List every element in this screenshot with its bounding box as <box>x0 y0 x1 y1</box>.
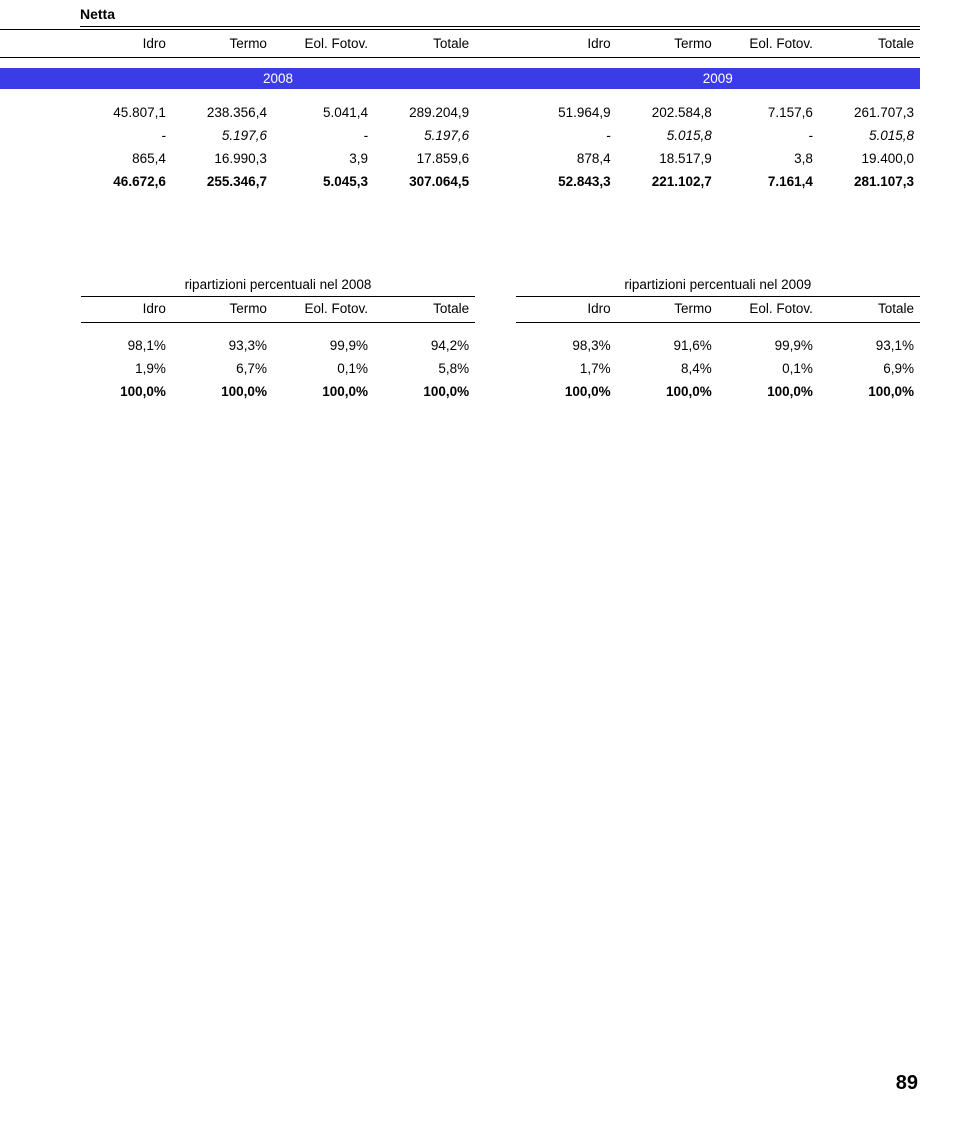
cell: 865,4 <box>81 147 172 170</box>
table-row: 45.807,1238.356,45.041,4289.204,9 51.964,… <box>0 101 920 124</box>
title-underline <box>80 26 920 27</box>
pct-title-right: ripartizioni percentuali nel 2009 <box>516 273 920 297</box>
cell: 5.015,8 <box>617 124 718 147</box>
cell: 100,0% <box>81 380 172 403</box>
cell: 878,4 <box>516 147 617 170</box>
cell: 100,0% <box>273 380 374 403</box>
pct-title-left: ripartizioni percentuali nel 2008 <box>81 273 475 297</box>
cell: 5.197,6 <box>374 124 475 147</box>
pcol-totale-r: Totale <box>819 296 920 322</box>
pcol-idro-l: Idro <box>81 296 172 322</box>
cell: 5.015,8 <box>819 124 920 147</box>
pcol-termo-r: Termo <box>617 296 718 322</box>
cell: - <box>718 124 819 147</box>
pcol-termo-l: Termo <box>172 296 273 322</box>
col-termo-r: Termo <box>617 30 718 58</box>
cell: 3,8 <box>718 147 819 170</box>
table-row: 865,416.990,33,917.859,6 878,418.517,93,8… <box>0 147 920 170</box>
col-eolfotov-l: Eol. Fotov. <box>273 30 374 58</box>
cell: 7.157,6 <box>718 101 819 124</box>
cell: 5.197,6 <box>172 124 273 147</box>
cell: 18.517,9 <box>617 147 718 170</box>
cell: 51.964,9 <box>516 101 617 124</box>
cell: 3,9 <box>273 147 374 170</box>
cell: 19.400,0 <box>819 147 920 170</box>
cell: 7.161,4 <box>718 170 819 193</box>
page-number: 89 <box>896 1072 918 1095</box>
col-totale-l: Totale <box>374 30 475 58</box>
pcol-idro-r: Idro <box>516 296 617 322</box>
cell: - <box>516 124 617 147</box>
cell: 5,8% <box>374 357 475 380</box>
year-right: 2009 <box>516 68 920 89</box>
cell: 0,1% <box>718 357 819 380</box>
col-idro-r: Idro <box>516 30 617 58</box>
cell: 307.064,5 <box>374 170 475 193</box>
percent-table: ripartizioni percentuali nel 2008 ripart… <box>0 273 920 404</box>
year-row: 2008 2009 <box>0 68 920 89</box>
cell: 1,9% <box>81 357 172 380</box>
cell: 100,0% <box>819 380 920 403</box>
pcol-totale-l: Totale <box>374 296 475 322</box>
table-title: Netta <box>0 0 920 26</box>
cell: 100,0% <box>374 380 475 403</box>
cell: 255.346,7 <box>172 170 273 193</box>
cell: 45.807,1 <box>81 101 172 124</box>
year-left: 2008 <box>81 68 475 89</box>
cell: 6,7% <box>172 357 273 380</box>
cell: 99,9% <box>718 334 819 357</box>
main-table: Idro Termo Eol. Fotov. Totale Idro Termo… <box>0 29 920 193</box>
table-row: 100,0%100,0%100,0%100,0%100,0%100,0%100,… <box>0 380 920 403</box>
cell: 98,1% <box>81 334 172 357</box>
cell: 6,9% <box>819 357 920 380</box>
col-termo-l: Termo <box>172 30 273 58</box>
cell: 100,0% <box>617 380 718 403</box>
column-header-row: Idro Termo Eol. Fotov. Totale Idro Termo… <box>0 30 920 58</box>
pct-title-row: ripartizioni percentuali nel 2008 ripart… <box>0 273 920 297</box>
pct-column-header-row: Idro Termo Eol. Fotov. Totale Idro Termo… <box>0 296 920 322</box>
table-row: -5.197,6-5.197,6-5.015,8-5.015,8 <box>0 124 920 147</box>
cell: 0,1% <box>273 357 374 380</box>
cell: 91,6% <box>617 334 718 357</box>
cell: - <box>273 124 374 147</box>
pcol-eolfotov-r: Eol. Fotov. <box>718 296 819 322</box>
col-totale-r: Totale <box>819 30 920 58</box>
cell: 52.843,3 <box>516 170 617 193</box>
cell: 93,1% <box>819 334 920 357</box>
cell: 98,3% <box>516 334 617 357</box>
cell: 46.672,6 <box>81 170 172 193</box>
cell: - <box>81 124 172 147</box>
cell: 100,0% <box>172 380 273 403</box>
cell: 261.707,3 <box>819 101 920 124</box>
cell: 17.859,6 <box>374 147 475 170</box>
cell: 281.107,3 <box>819 170 920 193</box>
cell: 8,4% <box>617 357 718 380</box>
cell: 5.041,4 <box>273 101 374 124</box>
cell: 16.990,3 <box>172 147 273 170</box>
table-row: 46.672,6255.346,75.045,3307.064,5 52.843,… <box>0 170 920 193</box>
cell: 100,0% <box>718 380 819 403</box>
table-row: 1,9%6,7%0,1%5,8%1,7%8,4%0,1%6,9% <box>0 357 920 380</box>
cell: 100,0% <box>516 380 617 403</box>
col-idro-l: Idro <box>81 30 172 58</box>
cell: 93,3% <box>172 334 273 357</box>
cell: 202.584,8 <box>617 101 718 124</box>
cell: 238.356,4 <box>172 101 273 124</box>
cell: 94,2% <box>374 334 475 357</box>
cell: 99,9% <box>273 334 374 357</box>
cell: 1,7% <box>516 357 617 380</box>
col-eolfotov-r: Eol. Fotov. <box>718 30 819 58</box>
table-row: 98,1%93,3%99,9%94,2%98,3%91,6%99,9%93,1% <box>0 334 920 357</box>
cell: 5.045,3 <box>273 170 374 193</box>
pcol-eolfotov-l: Eol. Fotov. <box>273 296 374 322</box>
cell: 221.102,7 <box>617 170 718 193</box>
cell: 289.204,9 <box>374 101 475 124</box>
